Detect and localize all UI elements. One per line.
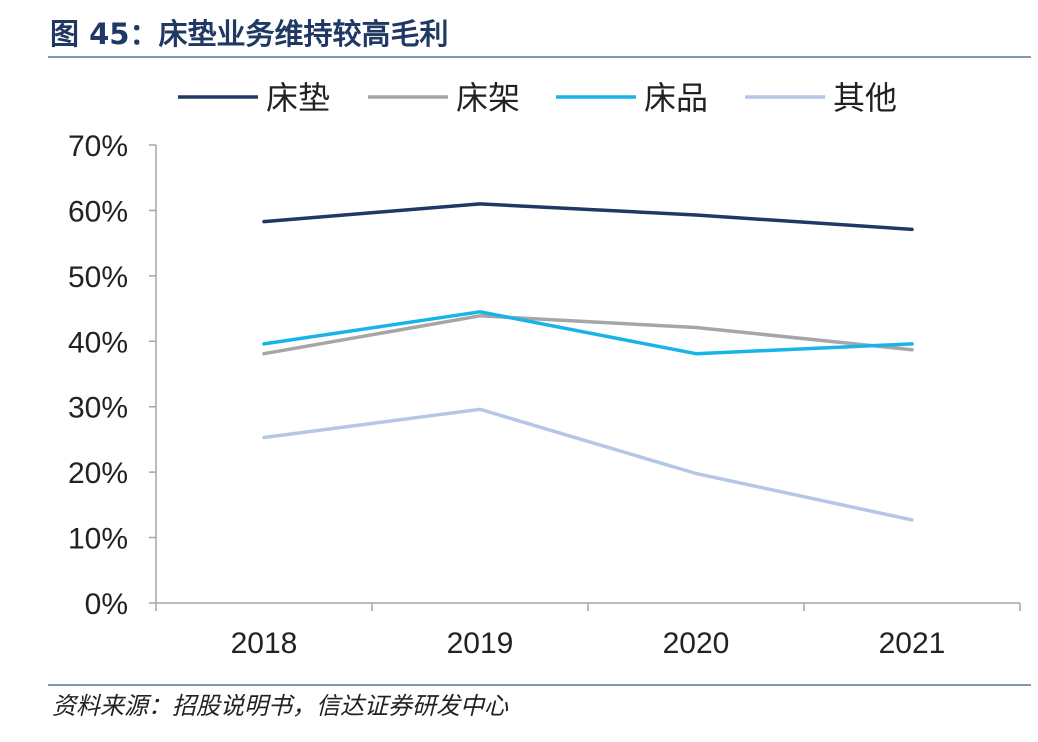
title-rule [48, 56, 1031, 58]
y-tick-label: 20% [68, 457, 128, 490]
figure-title: 图 45：床垫业务维持较高毛利 [50, 17, 449, 51]
legend-label-床架: 床架 [456, 79, 520, 117]
series-line-床垫 [262, 202, 914, 232]
source-rule [48, 684, 1031, 686]
y-tick-label: 10% [68, 523, 128, 556]
x-tick-label: 2021 [879, 627, 946, 660]
series-line-床架 [262, 314, 914, 356]
series-line-其他 [262, 407, 914, 522]
y-tick-label: 50% [68, 261, 128, 294]
series-group [262, 202, 914, 522]
y-tick-label: 0% [85, 588, 128, 621]
y-tick-label: 30% [68, 392, 128, 425]
y-tick-label: 60% [68, 195, 128, 228]
x-tick-label: 2019 [447, 627, 514, 660]
legend-label-床垫: 床垫 [266, 79, 330, 117]
axes: 0% 10% 20% 30% 40% 50% 60% 70% 2018 2019 2020 2021 [68, 130, 1021, 660]
legend-label-其他: 其他 [833, 79, 897, 117]
legend: 床垫 床架 床品 其他 [178, 79, 897, 117]
legend-label-床品: 床品 [644, 79, 708, 117]
y-tick-label: 40% [68, 326, 128, 359]
x-tick-label: 2020 [663, 627, 730, 660]
y-tick-label: 70% [68, 130, 128, 163]
source-note: 资料来源：招股说明书，信达证券研发中心 [52, 692, 508, 720]
series-line-床品 [262, 310, 914, 356]
x-tick-label: 2018 [231, 627, 298, 660]
